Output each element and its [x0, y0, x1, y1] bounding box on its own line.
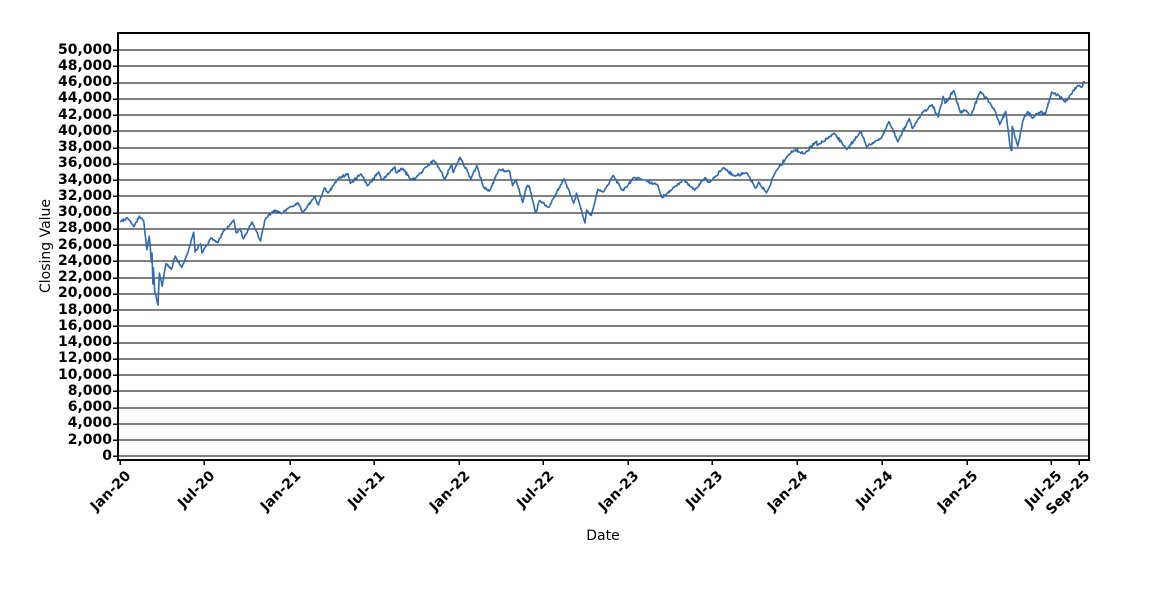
y-tick-label: 42,000	[57, 106, 112, 123]
y-tick-label: 46,000	[57, 74, 112, 90]
y-tick-label: 36,000	[57, 155, 112, 172]
y-tick-label: 22,000	[57, 269, 112, 285]
y-tick-label: 6,000	[67, 399, 112, 415]
y-tick-label: 48,000	[57, 57, 112, 74]
x-axis-title: Date	[586, 528, 620, 544]
y-tick-label: 44,000	[57, 90, 112, 107]
y-tick-label: 8,000	[67, 382, 112, 399]
y-tick-label: 30,000	[57, 204, 112, 220]
y-tick-label: 20,000	[57, 285, 112, 302]
y-tick-label: 16,000	[57, 317, 112, 334]
y-axis-title: Closing Value	[38, 198, 54, 294]
y-tick-label: 4,000	[67, 415, 112, 432]
y-tick-label: 34,000	[57, 171, 112, 188]
y-tick-label: 0	[102, 447, 112, 464]
gridlines	[118, 49, 1089, 457]
axis-tick-marks	[113, 49, 1080, 465]
y-tick-label: 32,000	[57, 187, 112, 204]
y-tick-label: 10,000	[57, 366, 112, 383]
y-tick-label: 2,000	[67, 431, 112, 448]
y-tick-label: 38,000	[57, 139, 112, 155]
y-tick-label: 50,000	[57, 41, 112, 58]
y-tick-label: 40,000	[57, 122, 112, 139]
y-tick-label: 26,000	[57, 236, 112, 253]
y-tick-label: 14,000	[57, 334, 112, 350]
y-tick-label: 28,000	[57, 220, 112, 237]
closing-value-line	[119, 80, 1085, 307]
plot-border	[117, 32, 1090, 461]
y-tick-label: 12,000	[57, 350, 112, 367]
y-tick-label: 24,000	[57, 252, 112, 269]
y-tick-label: 18,000	[57, 301, 112, 318]
